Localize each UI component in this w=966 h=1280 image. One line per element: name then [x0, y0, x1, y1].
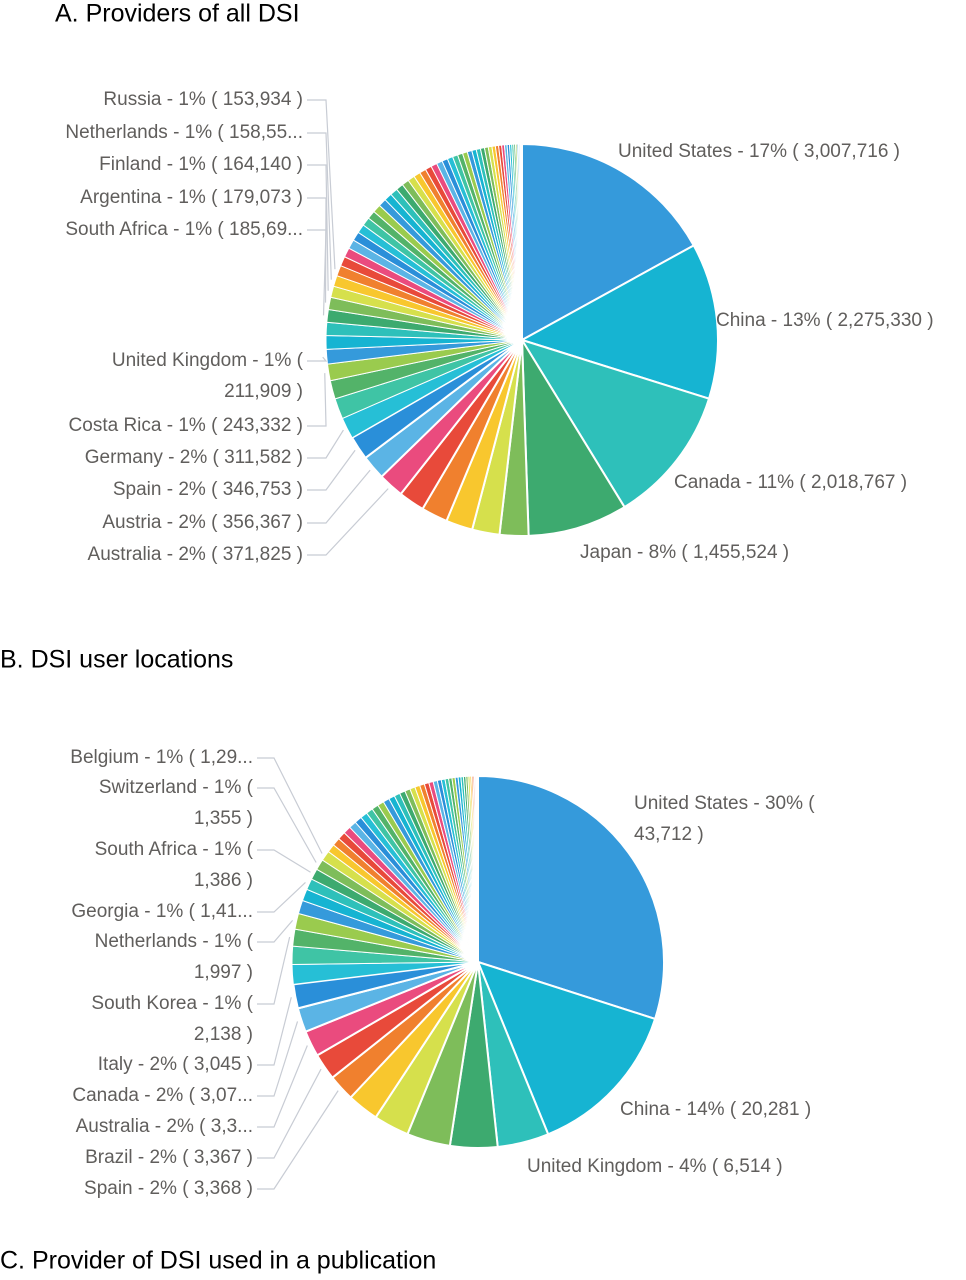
slice-label: Netherlands - 1% ( 158,55...	[65, 122, 303, 143]
leader-line	[307, 229, 327, 316]
slice-label: Austria - 2% ( 356,367 )	[102, 512, 303, 533]
pie-slice	[476, 960, 657, 1136]
slice-label: 43,712 )	[634, 824, 704, 845]
slice-label: Australia - 2% ( 371,825 )	[88, 544, 303, 565]
leader-line	[307, 132, 332, 280]
leader-line	[257, 1090, 339, 1190]
leader-line	[307, 488, 389, 556]
slice-label: Belgium - 1% ( 1,29...	[70, 747, 253, 768]
slice-label: 1,355 )	[194, 808, 253, 829]
leader-line	[307, 356, 328, 362]
pie-slice	[521, 142, 696, 342]
slice-label: Canada - 2% ( 3,07...	[72, 1085, 253, 1106]
leader-line	[257, 849, 311, 873]
slice-label: Argentina - 1% ( 179,073 )	[80, 187, 303, 208]
slice-label: 1,997 )	[194, 962, 253, 983]
slice-label: Canada - 11% ( 2,018,767 )	[674, 472, 907, 493]
leader-line	[307, 197, 327, 303]
slice-label: 211,909 )	[224, 381, 303, 402]
slice-label: Finland - 1% ( 164,140 )	[99, 154, 303, 175]
leader-line	[307, 469, 371, 524]
chart-title: B. DSI user locations	[0, 646, 233, 674]
slice-label: China - 14% ( 20,281 )	[620, 1099, 811, 1120]
slice-label: Japan - 8% ( 1,455,524 )	[580, 542, 789, 563]
leader-line	[257, 1068, 322, 1159]
pie-slice	[477, 774, 665, 1021]
slice-label: Spain - 2% ( 346,753 )	[113, 479, 303, 500]
leader-line	[257, 919, 294, 943]
slice-label: Georgia - 1% ( 1,41...	[71, 901, 253, 922]
slice-label: 1,386 )	[194, 870, 253, 891]
slice-label: South Korea - 1% (	[91, 993, 253, 1014]
leader-line	[307, 429, 344, 459]
slice-label: Russia - 1% ( 153,934 )	[103, 89, 303, 110]
pie-slice	[520, 336, 626, 537]
chart-title: A. Providers of all DSI	[55, 0, 300, 28]
pie-slice	[520, 143, 523, 341]
slice-label: Switzerland - 1% (	[99, 777, 254, 798]
slice-label: 2,138 )	[194, 1024, 253, 1045]
slice-label: Australia - 2% ( 3,3...	[76, 1116, 253, 1137]
slice-label: South Africa - 1% ( 185,69...	[65, 219, 303, 240]
slice-label: South Africa - 1% (	[95, 839, 254, 860]
leader-line	[257, 1021, 299, 1097]
slice-label: Germany - 2% ( 311,582 )	[85, 447, 303, 468]
slice-label: Spain - 2% ( 3,368 )	[84, 1178, 253, 1199]
pie-slice	[519, 244, 719, 400]
leader-line	[257, 757, 323, 854]
leader-line	[307, 373, 327, 427]
leader-line	[257, 997, 292, 1066]
slice-label: Netherlands - 1% (	[95, 931, 254, 952]
slice-label: United States - 17% ( 3,007,716 )	[618, 141, 900, 162]
leader-line	[257, 936, 291, 1005]
slice-label: United States - 30% (	[634, 793, 815, 814]
leader-line	[257, 882, 306, 913]
slice-label: China - 13% ( 2,275,330 )	[716, 310, 934, 331]
leader-line	[307, 164, 329, 291]
chart-title: C. Provider of DSI used in a publication	[0, 1247, 436, 1275]
leader-line	[307, 449, 356, 491]
slice-label: Brazil - 2% ( 3,367 )	[85, 1147, 253, 1168]
slice-label: United Kingdom - 4% ( 6,514 )	[527, 1156, 783, 1177]
leader-line	[257, 1045, 308, 1128]
leader-line	[307, 99, 336, 270]
pie-slice	[519, 338, 711, 509]
slice-label: Italy - 2% ( 3,045 )	[98, 1054, 253, 1075]
slice-label: Costa Rica - 1% ( 243,332 )	[69, 415, 303, 436]
leader-line	[257, 787, 317, 863]
slice-label: United Kingdom - 1% (	[112, 350, 304, 371]
